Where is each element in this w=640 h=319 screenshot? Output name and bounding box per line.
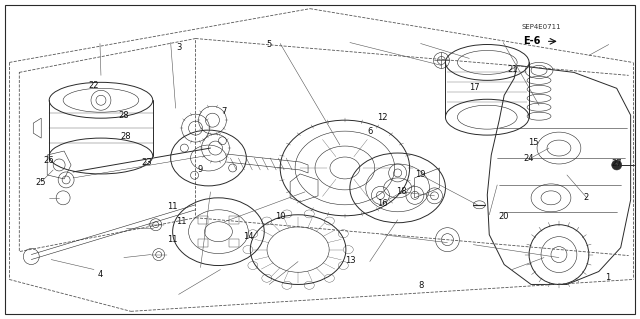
Text: 19: 19 <box>415 170 426 179</box>
Text: 3: 3 <box>176 43 181 52</box>
Text: 20: 20 <box>499 211 509 220</box>
Text: 28: 28 <box>120 132 131 141</box>
Text: 17: 17 <box>469 83 479 92</box>
Text: 27: 27 <box>611 159 621 168</box>
Text: 8: 8 <box>418 281 424 290</box>
Text: 24: 24 <box>524 154 534 163</box>
Text: 1: 1 <box>605 272 611 281</box>
Text: 25: 25 <box>36 178 46 187</box>
Text: 15: 15 <box>528 138 539 147</box>
Text: 5: 5 <box>266 40 271 49</box>
Text: 16: 16 <box>377 199 388 208</box>
Text: SEP4E0711: SEP4E0711 <box>522 24 561 30</box>
Text: 21: 21 <box>507 65 518 74</box>
Text: E-6: E-6 <box>523 36 541 46</box>
Text: 11: 11 <box>167 235 177 244</box>
Text: 12: 12 <box>377 113 388 122</box>
Text: 13: 13 <box>345 256 356 265</box>
Circle shape <box>612 160 621 170</box>
Text: 7: 7 <box>221 107 227 116</box>
Text: 2: 2 <box>584 193 589 202</box>
Text: 11: 11 <box>167 202 177 211</box>
Text: 23: 23 <box>141 158 152 167</box>
Text: 14: 14 <box>243 232 254 241</box>
Text: 22: 22 <box>88 81 99 90</box>
Text: 18: 18 <box>396 187 407 196</box>
Text: 4: 4 <box>97 270 103 279</box>
Text: 26: 26 <box>44 156 54 165</box>
Text: 11: 11 <box>176 217 186 226</box>
Text: 10: 10 <box>275 212 285 221</box>
Text: 28: 28 <box>118 111 129 120</box>
Text: 6: 6 <box>367 127 372 136</box>
Text: 9: 9 <box>198 165 203 174</box>
